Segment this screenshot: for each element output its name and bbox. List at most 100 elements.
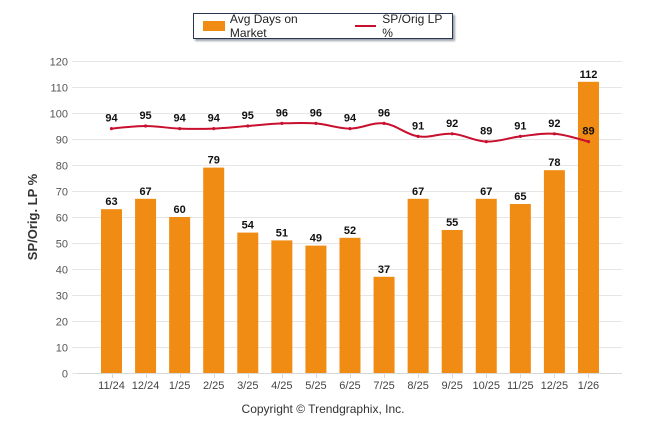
line-point (143, 124, 148, 128)
legend-item-avg-days[interactable]: Avg Days on Market (194, 12, 333, 40)
line-point (246, 124, 250, 128)
x-tick-label: 11/24 (98, 380, 125, 392)
y-tick-label: 60 (56, 213, 68, 225)
line-data-label: 95 (242, 110, 254, 122)
line-data-label: 96 (310, 107, 322, 119)
bar-data-label: 55 (446, 217, 458, 229)
bar-data-label: 67 (480, 186, 492, 198)
y-tick-label: 90 (56, 135, 68, 147)
y-tick-label: 70 (56, 187, 68, 199)
x-tick-label: 11/25 (507, 380, 534, 392)
legend-label-sp-orig: SP/Orig LP % (382, 12, 443, 40)
bar (543, 170, 565, 373)
bar-data-label: 52 (344, 225, 356, 237)
x-tick-label: 6/25 (339, 380, 360, 392)
bar (203, 167, 225, 373)
line-point (348, 127, 352, 131)
x-tick-label: 12/25 (541, 380, 569, 392)
line-data-label: 92 (548, 118, 560, 130)
line-data-label: 94 (208, 113, 221, 125)
y-axis-ticks: 0 10 20 30 40 50 60 70 80 90 100 110 120 (50, 57, 68, 381)
bar-data-label: 67 (139, 186, 151, 198)
bar-data-label: 51 (276, 227, 288, 239)
y-tick-label: 40 (56, 265, 68, 277)
bar-data-label: 112 (580, 69, 598, 81)
line-data-label: 94 (344, 113, 357, 125)
bar-series (101, 81, 599, 374)
line-data-label: 91 (412, 120, 424, 132)
x-tick-label: 12/24 (132, 380, 160, 392)
bar-data-label: 79 (208, 155, 220, 167)
line-point (109, 127, 114, 131)
bar (509, 204, 531, 373)
y-tick-label: 50 (56, 239, 68, 251)
bar-data-label: 37 (378, 264, 390, 276)
bar (475, 198, 497, 373)
line-data-label: 94 (174, 113, 187, 125)
chart-legend: Avg Days on Market SP/Orig LP % (193, 12, 453, 40)
line-point (280, 121, 284, 125)
bar-data-label: 78 (548, 157, 560, 169)
x-tick-label: 2/25 (203, 380, 224, 392)
bar (373, 276, 395, 373)
y-tick-label: 100 (50, 109, 68, 121)
y-tick-label: 80 (56, 161, 68, 173)
y-tick-label: 20 (56, 317, 68, 329)
bar (407, 198, 429, 373)
bar-data-label: 49 (310, 233, 322, 245)
bar (339, 237, 361, 373)
legend-bar-swatch (203, 21, 225, 31)
y-tick-label: 30 (56, 291, 68, 303)
y-axis-label: SP/Orig. LP % (25, 173, 40, 260)
line-data-label: 96 (378, 107, 390, 119)
x-tick-label: 7/25 (373, 380, 394, 392)
bar-data-label: 63 (105, 196, 117, 208)
line-point (178, 127, 182, 131)
line-point (416, 134, 420, 138)
y-tick-label: 10 (56, 343, 68, 355)
bar-data-labels: 63 67 60 79 54 51 49 52 37 67 55 67 65 78 112 (105, 69, 597, 276)
y-tick-label: 0 (62, 369, 68, 381)
line-data-label: 92 (446, 118, 458, 130)
line-point (484, 140, 488, 144)
x-tick-label: 9/25 (441, 380, 462, 392)
line-point (552, 132, 557, 136)
x-tick-label: 1/26 (578, 380, 599, 392)
line-series (109, 121, 591, 144)
line-data-labels: 94 95 94 94 95 96 96 94 96 91 92 89 91 92 89 (105, 107, 594, 137)
line-point (212, 127, 216, 131)
legend-label-avg-days: Avg Days on Market (229, 12, 298, 40)
y-tick-label: 120 (50, 57, 68, 69)
y-tick-label: 110 (50, 83, 68, 95)
x-tick-label: 3/25 (237, 380, 258, 392)
x-tick-label: 5/25 (305, 380, 326, 392)
x-tick-label: 4/25 (271, 380, 292, 392)
line-data-label: 94 (105, 113, 118, 125)
bar (577, 81, 599, 374)
bar (271, 240, 293, 373)
line-data-label: 89 (480, 126, 492, 138)
x-tick-label: 10/25 (473, 380, 501, 392)
line-data-label: 96 (276, 107, 288, 119)
line-point (382, 121, 386, 125)
bar (101, 209, 122, 373)
line-data-label: 89 (582, 126, 594, 138)
line-data-label: 95 (139, 110, 151, 122)
bar-data-label: 60 (174, 204, 186, 216)
line-point (518, 134, 522, 138)
bar (169, 217, 191, 373)
bar (441, 230, 463, 373)
bar-data-label: 54 (242, 220, 255, 232)
x-tick-label: 1/25 (169, 380, 190, 392)
legend-item-sp-orig[interactable]: SP/Orig LP % (333, 12, 452, 40)
bar-data-label: 65 (514, 191, 526, 203)
bar (135, 198, 157, 373)
bar (305, 245, 327, 373)
legend-line-swatch (354, 25, 377, 27)
line-point (450, 132, 454, 136)
line-point (586, 140, 591, 144)
bar (237, 232, 259, 373)
line-point (314, 121, 318, 125)
copyright-text: Copyright © Trendgraphix, Inc. (241, 402, 405, 416)
